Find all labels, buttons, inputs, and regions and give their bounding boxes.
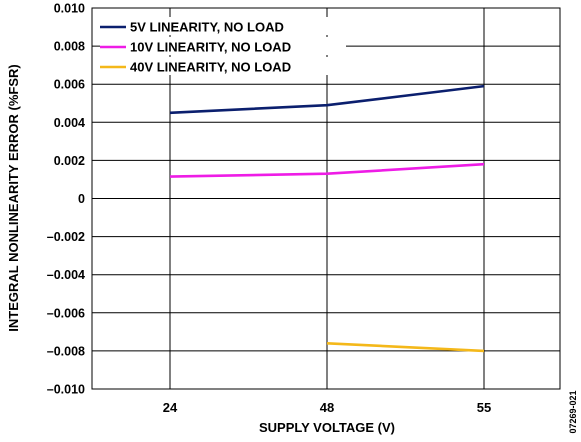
y-tick-label: 0.002 — [54, 154, 85, 168]
legend-entry-background — [100, 37, 346, 55]
y-tick-label: 0 — [78, 192, 85, 206]
y-tick-label: 0.004 — [54, 116, 85, 130]
series-line — [169, 84, 485, 115]
series-line — [169, 162, 485, 178]
y-tick-label: –0.002 — [47, 230, 85, 244]
legend-label: 40V LINEARITY, NO LOAD — [130, 60, 291, 75]
x-axis-label: SUPPLY VOLTAGE (V) — [259, 420, 395, 435]
series-line — [326, 341, 485, 353]
series-lines — [169, 84, 485, 353]
plot-frame — [91, 7, 561, 390]
series-2 — [169, 162, 485, 178]
x-tick-label: 24 — [163, 400, 178, 415]
y-tick-label: 0.008 — [54, 40, 85, 54]
y-tick-label: 0.010 — [54, 2, 85, 16]
legend-entry-background — [100, 57, 346, 75]
x-tick-labels: 24 48 55 — [163, 400, 491, 415]
legend: 5V LINEARITY, NO LOAD 10V LINEARITY, NO L… — [100, 17, 346, 75]
legend-label: 5V LINEARITY, NO LOAD — [130, 20, 284, 35]
y-tick-label: –0.006 — [47, 306, 85, 320]
y-tick-label: –0.008 — [47, 344, 85, 358]
y-tick-label: 0.006 — [54, 78, 85, 92]
x-tick-label: 55 — [477, 400, 491, 415]
y-tick-label: –0.010 — [47, 383, 85, 397]
legend-label: 10V LINEARITY, NO LOAD — [130, 40, 291, 55]
y-tick-labels: 0.010 0.008 0.006 0.004 0.002 0 –0.002 –0.004 –0… — [47, 2, 85, 397]
y-tick-label: –0.004 — [47, 268, 85, 282]
y-axis-label: INTEGRAL NONLINEARITY ERROR (%FSR) — [6, 64, 21, 331]
x-tick-label: 48 — [320, 400, 334, 415]
legend-entry-background — [100, 17, 336, 35]
series-3 — [326, 341, 485, 353]
figure-code-annotation: 07269-021 — [568, 390, 578, 433]
series-1 — [169, 84, 485, 115]
